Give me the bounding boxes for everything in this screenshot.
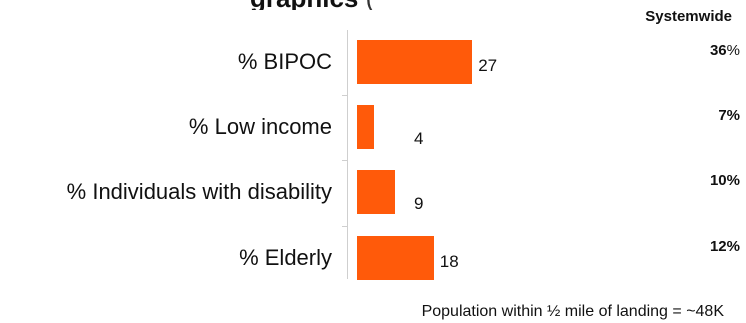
bar <box>357 236 434 280</box>
bar-value-label: 18 <box>439 252 459 271</box>
chart-title: graphics ( <box>250 0 374 10</box>
bar <box>357 40 473 84</box>
bar-value-label: 4 <box>414 129 424 148</box>
category-label: % Individuals with disability <box>66 179 332 204</box>
systemwide-value-suffix: % <box>726 42 740 59</box>
systemwide-value-number: 10% <box>709 172 740 189</box>
systemwide-value-number: 12% <box>709 238 740 255</box>
systemwide-value-number: 36 <box>709 42 727 59</box>
category-label: % BIPOC <box>237 49 332 74</box>
chart-title-paren: ( <box>366 0 375 10</box>
systemwide-value: 12% <box>710 238 740 256</box>
bar <box>357 105 375 149</box>
chart-title-main: graphics <box>250 0 358 10</box>
category-axis-line <box>347 30 348 279</box>
bar-value-label: 9 <box>414 194 424 213</box>
category-label: % Elderly <box>239 245 332 270</box>
category-label: % Low income <box>188 114 332 139</box>
axis-tick <box>342 226 348 227</box>
population-footnote: Population within ½ mile of landing = ~4… <box>421 303 724 320</box>
systemwide-value: 7% <box>718 107 740 125</box>
axis-tick <box>342 95 348 96</box>
systemwide-header: Systemwide <box>645 8 732 25</box>
systemwide-value: 36% <box>710 42 740 60</box>
chart-title-area: graphics ( <box>0 0 746 10</box>
bar-value-label: 27 <box>478 56 498 75</box>
bar <box>357 170 396 214</box>
systemwide-value: 10% <box>710 172 740 190</box>
systemwide-value-number: 7% <box>718 107 740 124</box>
axis-tick <box>342 160 348 161</box>
